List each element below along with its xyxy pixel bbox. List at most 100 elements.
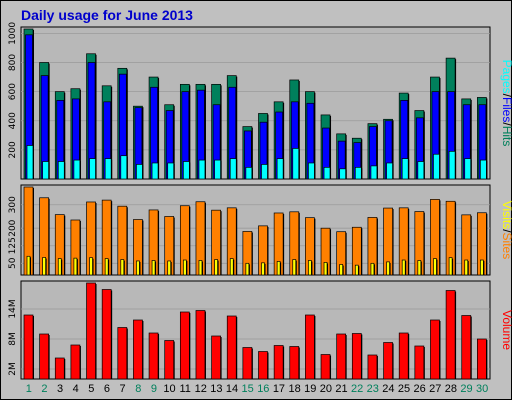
volume-bar bbox=[461, 315, 472, 380]
pages-bar bbox=[276, 158, 285, 180]
x-tick-label: 21 bbox=[335, 383, 347, 395]
x-tick-label: 6 bbox=[104, 383, 110, 395]
volume-bar bbox=[54, 357, 66, 380]
volume-bar bbox=[430, 319, 441, 380]
sites-bar-face bbox=[401, 259, 406, 276]
pages-bar-face bbox=[229, 158, 237, 180]
volume-bar-face bbox=[211, 335, 221, 380]
sites-bar bbox=[448, 257, 454, 276]
x-tick-label: 3 bbox=[57, 383, 63, 395]
pages-bar-face bbox=[167, 162, 175, 180]
volume-bar-face bbox=[39, 333, 49, 380]
pages-bar bbox=[57, 161, 66, 180]
pages-bar bbox=[182, 161, 191, 180]
pages-bar-face bbox=[261, 164, 268, 180]
volume-bar bbox=[336, 333, 347, 380]
pages-bar-face bbox=[89, 158, 96, 180]
sites-bar-face bbox=[42, 257, 46, 276]
volume-bar bbox=[477, 338, 488, 380]
pages-bar bbox=[339, 168, 347, 180]
volume-bar-face bbox=[414, 345, 425, 380]
y-tick-label: 400 bbox=[8, 112, 18, 129]
volume-bar bbox=[226, 315, 238, 380]
x-tick-label: 20 bbox=[320, 383, 332, 395]
sites-bar-face bbox=[229, 258, 234, 276]
sites-bar-face bbox=[120, 259, 125, 276]
pages-bar bbox=[354, 166, 363, 180]
pages-bar bbox=[42, 161, 50, 180]
x-tick-label: 9 bbox=[151, 383, 157, 395]
y-tick-label: 14M bbox=[8, 299, 18, 318]
sites-bar-face bbox=[182, 259, 187, 276]
volume-bar bbox=[367, 354, 378, 380]
pages-bar-face bbox=[104, 158, 112, 180]
sites-bar bbox=[245, 262, 250, 276]
volume-bar bbox=[414, 345, 425, 380]
sites-bar bbox=[57, 258, 63, 276]
x-tick-label: 2 bbox=[41, 383, 47, 395]
pages-bar-face bbox=[136, 164, 143, 180]
pages-bar-face bbox=[354, 166, 362, 180]
sites-bar bbox=[104, 258, 110, 276]
y-tick-label: 8M bbox=[8, 332, 18, 346]
sites-bar-face bbox=[386, 261, 390, 276]
legend-entry: / bbox=[500, 94, 512, 98]
sites-bar-face bbox=[433, 258, 437, 276]
sites-bar-face bbox=[292, 259, 297, 276]
pages-bar bbox=[308, 162, 316, 180]
x-tick-label: 5 bbox=[88, 383, 94, 395]
volume-bar-face bbox=[179, 311, 190, 380]
pages-bar bbox=[136, 164, 144, 180]
volume-bar-face bbox=[273, 345, 284, 380]
volume-bar-face bbox=[164, 340, 175, 380]
plot-area-3 bbox=[20, 280, 491, 380]
volume-bar bbox=[179, 311, 191, 380]
sites-bar bbox=[354, 264, 360, 276]
pages-bar-face bbox=[370, 165, 378, 180]
sites-bar bbox=[308, 260, 313, 276]
pages-bar-face bbox=[448, 150, 456, 180]
legend-volume: Volume bbox=[500, 310, 512, 350]
volume-bar bbox=[305, 314, 316, 380]
sites-bar-face bbox=[308, 260, 312, 276]
volume-bar-face bbox=[383, 342, 393, 380]
volume-bar bbox=[351, 333, 363, 380]
sites-bar bbox=[229, 258, 235, 276]
pages-bar-face bbox=[214, 159, 221, 180]
sites-bar bbox=[323, 262, 329, 276]
volume-bar-face bbox=[367, 354, 378, 380]
pages-bar bbox=[370, 165, 378, 180]
sites-bar bbox=[480, 259, 485, 276]
sites-bar bbox=[182, 259, 188, 276]
sites-bar bbox=[167, 260, 172, 276]
sites-bar-face bbox=[151, 260, 156, 276]
pages-bar-face bbox=[339, 168, 347, 180]
legend-hits-files-pages: Pages/Files/Hits bbox=[500, 60, 512, 147]
x-tick-label: 11 bbox=[179, 383, 190, 395]
x-tick-label: 27 bbox=[429, 383, 441, 395]
volume-bar bbox=[445, 290, 457, 380]
x-tick-label: 18 bbox=[288, 383, 300, 395]
sites-bar-face bbox=[136, 260, 140, 276]
pages-bar-face bbox=[433, 153, 440, 180]
pages-bar bbox=[417, 161, 425, 180]
sites-bar bbox=[89, 257, 94, 276]
x-tick-label: 10 bbox=[163, 383, 175, 395]
x-tick-label: 24 bbox=[382, 383, 394, 395]
y-tick-label: 600 bbox=[8, 83, 18, 100]
sites-bar bbox=[198, 260, 203, 276]
sites-bar bbox=[120, 259, 125, 276]
pages-bar-face bbox=[386, 162, 393, 180]
sites-bar-face bbox=[370, 262, 375, 276]
pages-bar-face bbox=[42, 161, 49, 180]
volume-bar-face bbox=[258, 351, 268, 380]
pages-bar bbox=[433, 153, 441, 180]
x-tick-label: 25 bbox=[398, 383, 410, 395]
sites-bar bbox=[151, 260, 157, 276]
volume-bar-face bbox=[398, 332, 409, 380]
x-tick-label: 7 bbox=[120, 383, 126, 395]
pages-bar-face bbox=[151, 162, 159, 180]
x-tick-label: 8 bbox=[135, 383, 141, 395]
y-tick-label: 50 bbox=[8, 257, 18, 269]
pages-bar-face bbox=[308, 162, 315, 180]
